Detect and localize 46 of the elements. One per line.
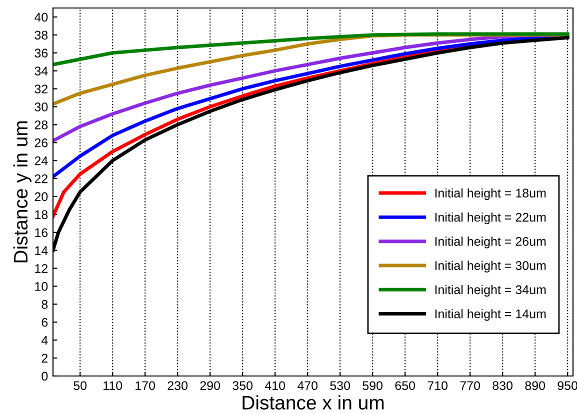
y-tick-label: 0	[42, 372, 48, 381]
legend-label: Initial height = 26um	[435, 236, 546, 248]
y-tick-label: 16	[35, 228, 48, 238]
y-tick-label: 26	[34, 138, 48, 148]
y-tick-label: 28	[34, 120, 48, 130]
x-tick-label: 50	[74, 381, 87, 390]
x-tick-label: 530	[330, 381, 350, 390]
x-tick-label: 110	[104, 381, 122, 390]
y-tick-label: 20	[34, 192, 48, 202]
legend-label: Initial height = 18um	[435, 188, 546, 200]
x-tick-label: 890	[525, 381, 546, 390]
x-tick-label: 710	[428, 381, 448, 390]
x-tick-label: 830	[492, 381, 513, 390]
x-axis-title: Distance x in um	[242, 395, 384, 410]
y-tick-label: 18	[35, 210, 48, 220]
legend-label: Initial height = 14um	[435, 309, 546, 321]
y-tick-label: 8	[42, 300, 48, 309]
x-tick-label: 170	[136, 381, 156, 390]
y-tick-label: 4	[41, 336, 48, 345]
x-tick-label: 470	[297, 381, 318, 390]
y-tick-label: 38	[34, 30, 48, 40]
x-tick-label: 770	[460, 381, 480, 390]
y-tick-label: 32	[34, 84, 48, 94]
y-tick-label: 14	[35, 246, 48, 255]
x-tick-label: 590	[362, 381, 383, 390]
y-tick-label: 40	[34, 12, 48, 22]
y-tick-label: 24	[34, 156, 48, 166]
y-tick-label: 2	[42, 354, 48, 363]
x-tick-label: 650	[395, 381, 416, 390]
x-tick-label: 410	[264, 381, 286, 390]
y-tick-label: 36	[34, 48, 48, 58]
y-tick-label: 22	[34, 174, 48, 184]
line-series	[53, 32, 570, 66]
x-tick-label: 230	[168, 381, 188, 390]
legend-label: Initial height = 22um	[435, 212, 546, 224]
y-tick-label: 12	[35, 264, 48, 273]
y-tick-label: 30	[34, 102, 48, 112]
legend-label: Initial height = 30um	[435, 260, 546, 272]
x-tick-label: 290	[200, 381, 220, 390]
line-series	[53, 34, 570, 178]
y-tick-label: 10	[35, 282, 48, 291]
legend-label: Initial height = 34um	[435, 284, 546, 297]
x-tick-label: 350	[232, 381, 253, 390]
y-axis-title: Distance y in um	[13, 121, 32, 262]
y-tick-label: 6	[42, 318, 48, 327]
y-tick-label: 34	[34, 66, 48, 76]
